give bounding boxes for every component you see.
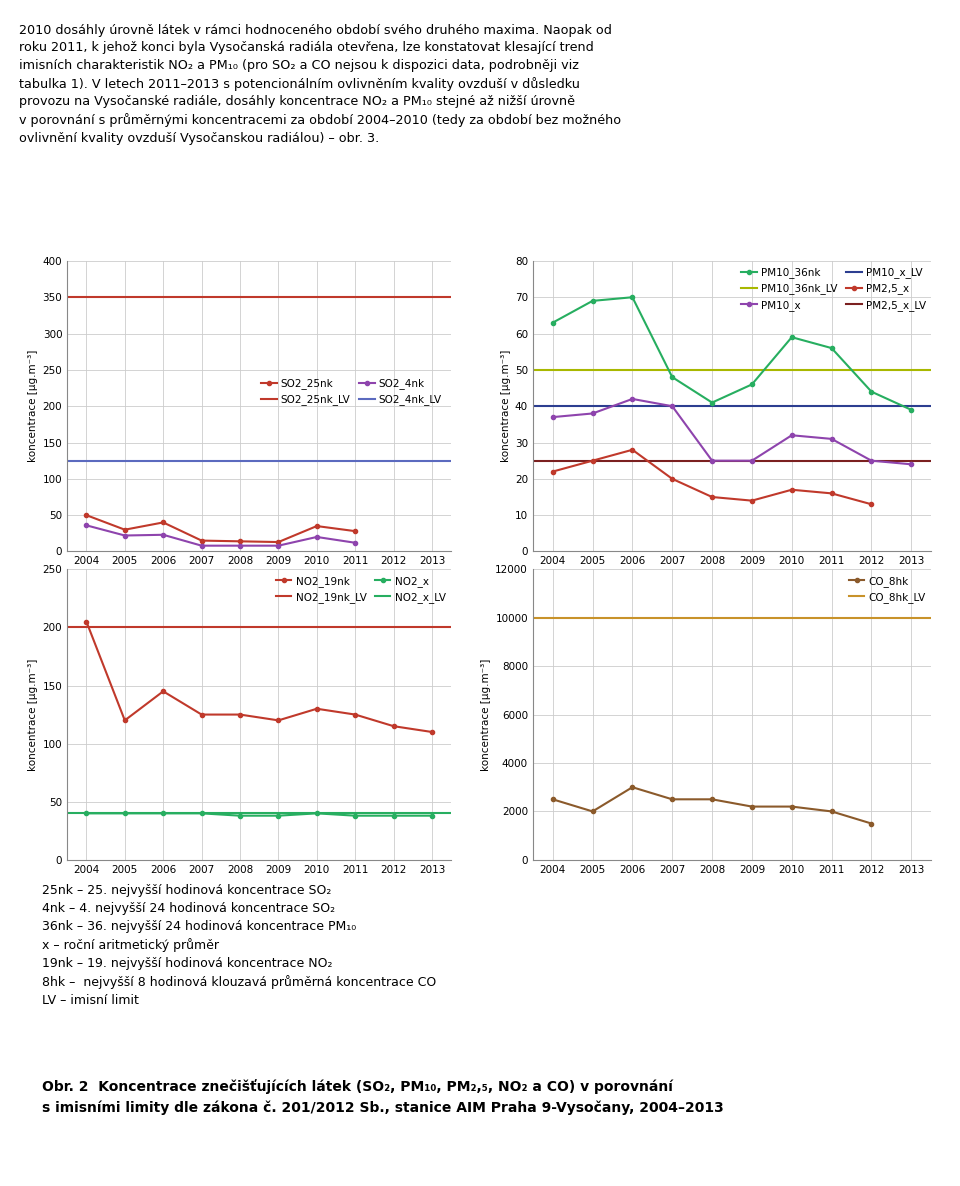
Y-axis label: koncentrace [µg.m⁻³]: koncentrace [µg.m⁻³]	[501, 350, 511, 463]
Legend: PM10_36nk, PM10_36nk_LV, PM10_x, PM10_x_LV, PM2,5_x, PM2,5_x_LV: PM10_36nk, PM10_36nk_LV, PM10_x, PM10_x_…	[737, 263, 930, 314]
Text: 2010 dosáhly úrovně látek v rámci hodnoceného období svého druhého maxima. Naopa: 2010 dosáhly úrovně látek v rámci hodnoc…	[19, 24, 621, 145]
Y-axis label: koncentrace [µg.m⁻³]: koncentrace [µg.m⁻³]	[29, 350, 38, 463]
Legend: CO_8hk, CO_8hk_LV: CO_8hk, CO_8hk_LV	[845, 572, 930, 607]
Y-axis label: koncentrace [µg.m⁻³]: koncentrace [µg.m⁻³]	[29, 658, 38, 771]
Text: 25nk – 25. nejvyšší hodinová koncentrace SO₂
4nk – 4. nejvyšší 24 hodinová konce: 25nk – 25. nejvyšší hodinová koncentrace…	[42, 884, 437, 1007]
Y-axis label: koncentrace [µg.m⁻³]: koncentrace [µg.m⁻³]	[481, 658, 491, 771]
Legend: NO2_19nk, NO2_19nk_LV, NO2_x, NO2_x_LV: NO2_19nk, NO2_19nk_LV, NO2_x, NO2_x_LV	[272, 572, 450, 607]
Legend: SO2_25nk, SO2_25nk_LV, SO2_4nk, SO2_4nk_LV: SO2_25nk, SO2_25nk_LV, SO2_4nk, SO2_4nk_…	[257, 374, 446, 409]
Text: Obr. 2  Koncentrace znečišťujících látek (SO₂, PM₁₀, PM₂,₅, NO₂ a CO) v porovnán: Obr. 2 Koncentrace znečišťujících látek …	[42, 1079, 724, 1115]
